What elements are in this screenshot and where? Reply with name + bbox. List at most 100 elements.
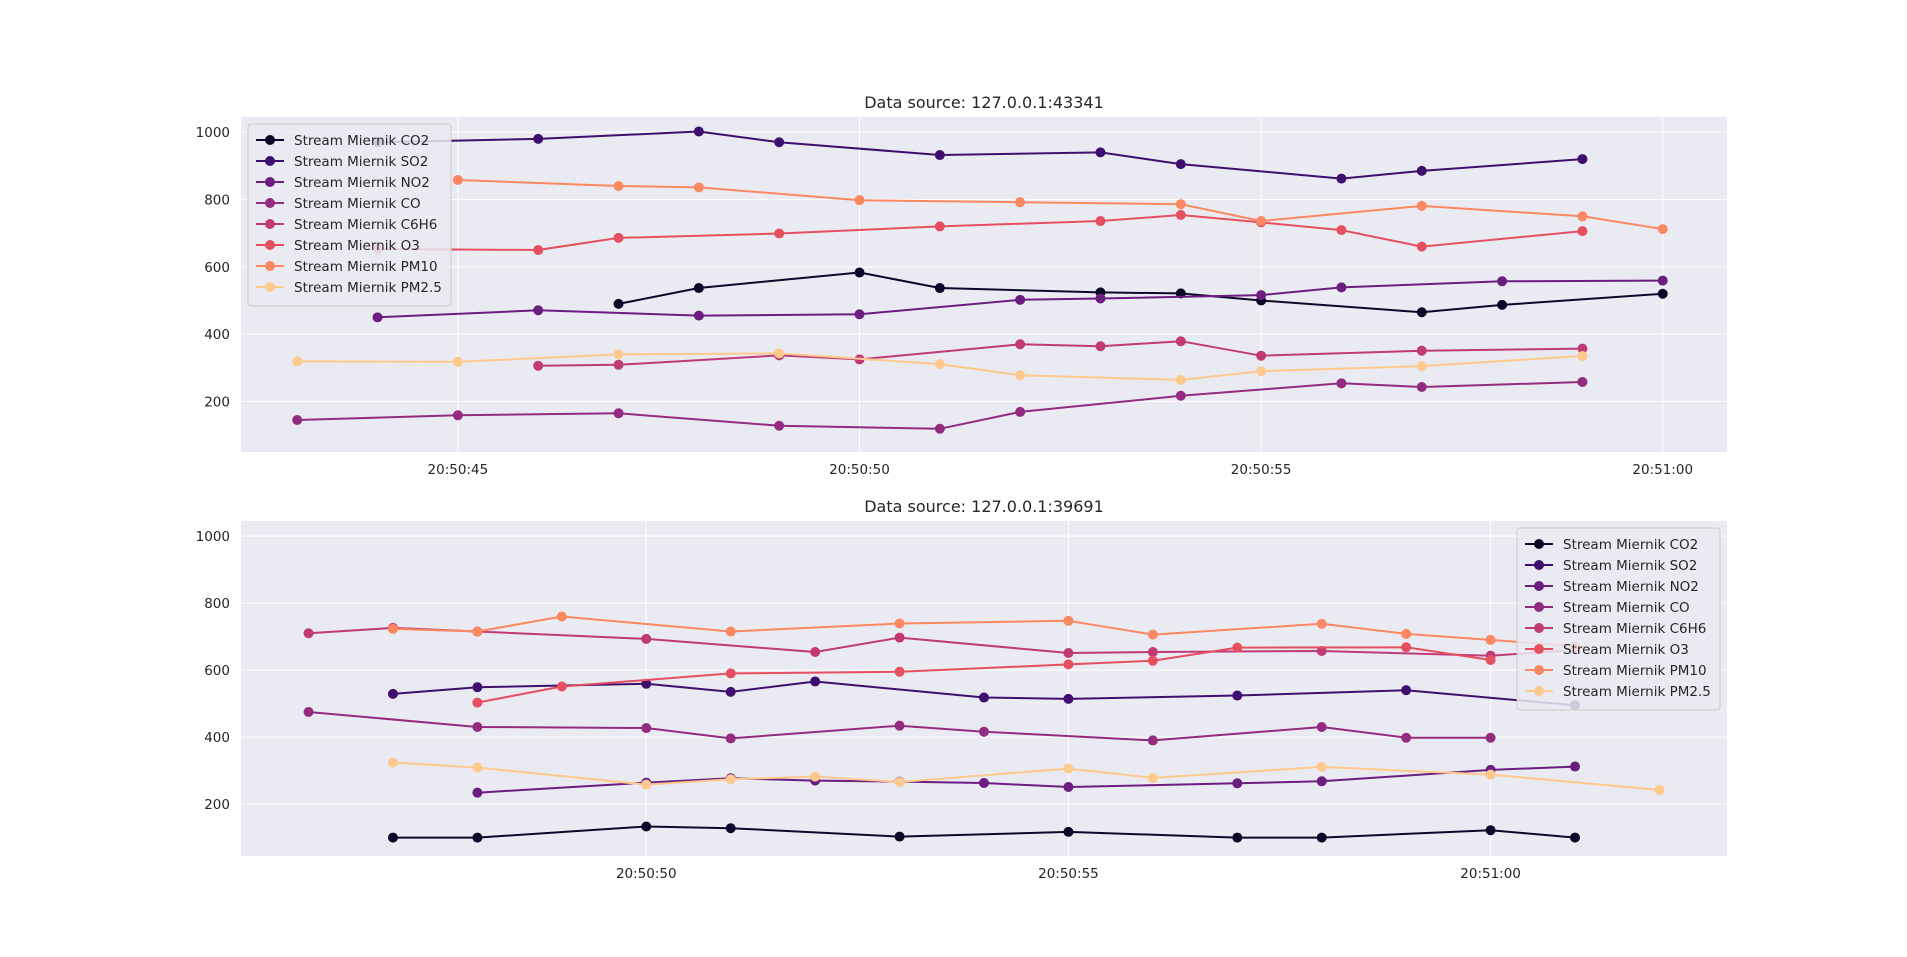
legend-label: Stream Miernik CO2	[1563, 537, 1698, 553]
data-point	[387, 757, 398, 768]
legend-marker	[1534, 623, 1544, 633]
data-point	[1063, 647, 1074, 658]
data-point	[1175, 336, 1186, 347]
legend-marker	[265, 198, 275, 208]
series-line	[393, 825, 1576, 839]
data-point	[894, 632, 905, 643]
plot-area	[241, 117, 1727, 452]
data-point	[894, 831, 905, 842]
data-point	[472, 832, 483, 843]
x-tick-label: 20:50:55	[1231, 462, 1292, 478]
data-point	[1147, 655, 1158, 666]
data-point	[1577, 154, 1588, 165]
data-point	[472, 626, 483, 637]
data-point	[979, 726, 989, 737]
data-point	[1063, 781, 1074, 792]
data-point	[641, 821, 652, 832]
data-point	[533, 244, 544, 255]
data-point	[1570, 832, 1581, 843]
data-point	[725, 686, 736, 697]
legend-marker	[1534, 665, 1544, 675]
legend-label: Stream Miernik SO2	[294, 154, 428, 170]
legend-marker	[265, 240, 275, 250]
data-point	[472, 697, 483, 708]
series-line	[457, 179, 1663, 231]
data-point	[1256, 350, 1267, 361]
data-point	[894, 666, 905, 677]
data-point	[641, 633, 652, 644]
data-point	[725, 823, 736, 834]
data-point	[1175, 199, 1186, 210]
series-group	[387, 821, 1581, 843]
data-point	[1577, 351, 1588, 362]
data-point	[894, 720, 905, 731]
data-point	[854, 195, 865, 206]
data-point	[774, 420, 785, 431]
data-point	[1497, 299, 1508, 310]
legend-marker	[265, 282, 275, 292]
legend-label: Stream Miernik O3	[1563, 642, 1689, 658]
legend-label: Stream Miernik CO	[294, 196, 421, 212]
legend-box	[1516, 527, 1721, 711]
data-point	[1316, 645, 1327, 656]
data-point	[1416, 307, 1427, 318]
series-group	[303, 706, 1496, 746]
legend-label: Stream Miernik CO	[1563, 600, 1690, 616]
legend-marker	[1534, 560, 1544, 570]
data-point	[387, 832, 398, 843]
data-point	[1063, 763, 1074, 774]
data-point	[1657, 224, 1668, 235]
data-point	[556, 681, 567, 692]
data-point	[1063, 615, 1074, 626]
data-point	[1485, 825, 1496, 836]
data-point	[1015, 197, 1026, 208]
legend-label: Stream Miernik NO2	[1563, 579, 1699, 595]
data-point	[387, 688, 398, 699]
data-point	[1416, 382, 1427, 393]
data-point	[1015, 294, 1026, 305]
data-point	[725, 774, 736, 785]
data-point	[1657, 275, 1668, 286]
data-point	[774, 228, 785, 239]
legend-marker	[1534, 539, 1544, 549]
data-point	[1577, 343, 1588, 354]
data-point	[810, 646, 821, 657]
data-point	[934, 359, 945, 370]
data-point	[1147, 629, 1158, 640]
legend-marker	[265, 156, 275, 166]
data-point	[1401, 642, 1412, 653]
data-point	[854, 267, 865, 278]
data-point	[1147, 735, 1158, 746]
data-point	[979, 692, 989, 703]
y-tick-label: 600	[204, 663, 230, 679]
legend-marker	[1534, 686, 1544, 696]
series-group	[387, 757, 1665, 796]
y-tick-label: 600	[204, 260, 230, 276]
data-point	[613, 298, 624, 309]
y-tick-label: 1000	[196, 125, 230, 141]
data-point	[1485, 732, 1496, 743]
data-point	[533, 305, 544, 316]
data-point	[533, 360, 544, 371]
data-point	[1416, 361, 1427, 372]
data-point	[1232, 778, 1243, 789]
data-point	[452, 356, 463, 367]
data-point	[1401, 628, 1412, 639]
series-line	[618, 271, 1663, 314]
data-point	[1015, 370, 1026, 381]
legend-label: Stream Miernik NO2	[294, 175, 430, 191]
data-point	[1175, 159, 1186, 170]
y-tick-label: 200	[204, 394, 230, 410]
legend-marker	[265, 177, 275, 187]
data-point	[1256, 216, 1267, 227]
legend-marker	[265, 135, 275, 145]
data-point	[1336, 378, 1347, 389]
data-point	[1316, 832, 1327, 843]
series-line	[297, 381, 1583, 430]
data-point	[303, 706, 314, 717]
data-point	[854, 309, 865, 320]
data-point	[1316, 618, 1327, 629]
data-point	[1095, 293, 1106, 304]
data-point	[693, 182, 704, 193]
